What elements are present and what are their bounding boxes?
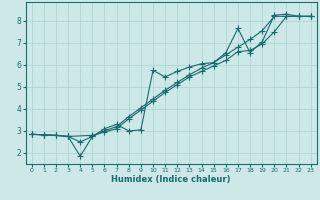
X-axis label: Humidex (Indice chaleur): Humidex (Indice chaleur) (111, 175, 231, 184)
